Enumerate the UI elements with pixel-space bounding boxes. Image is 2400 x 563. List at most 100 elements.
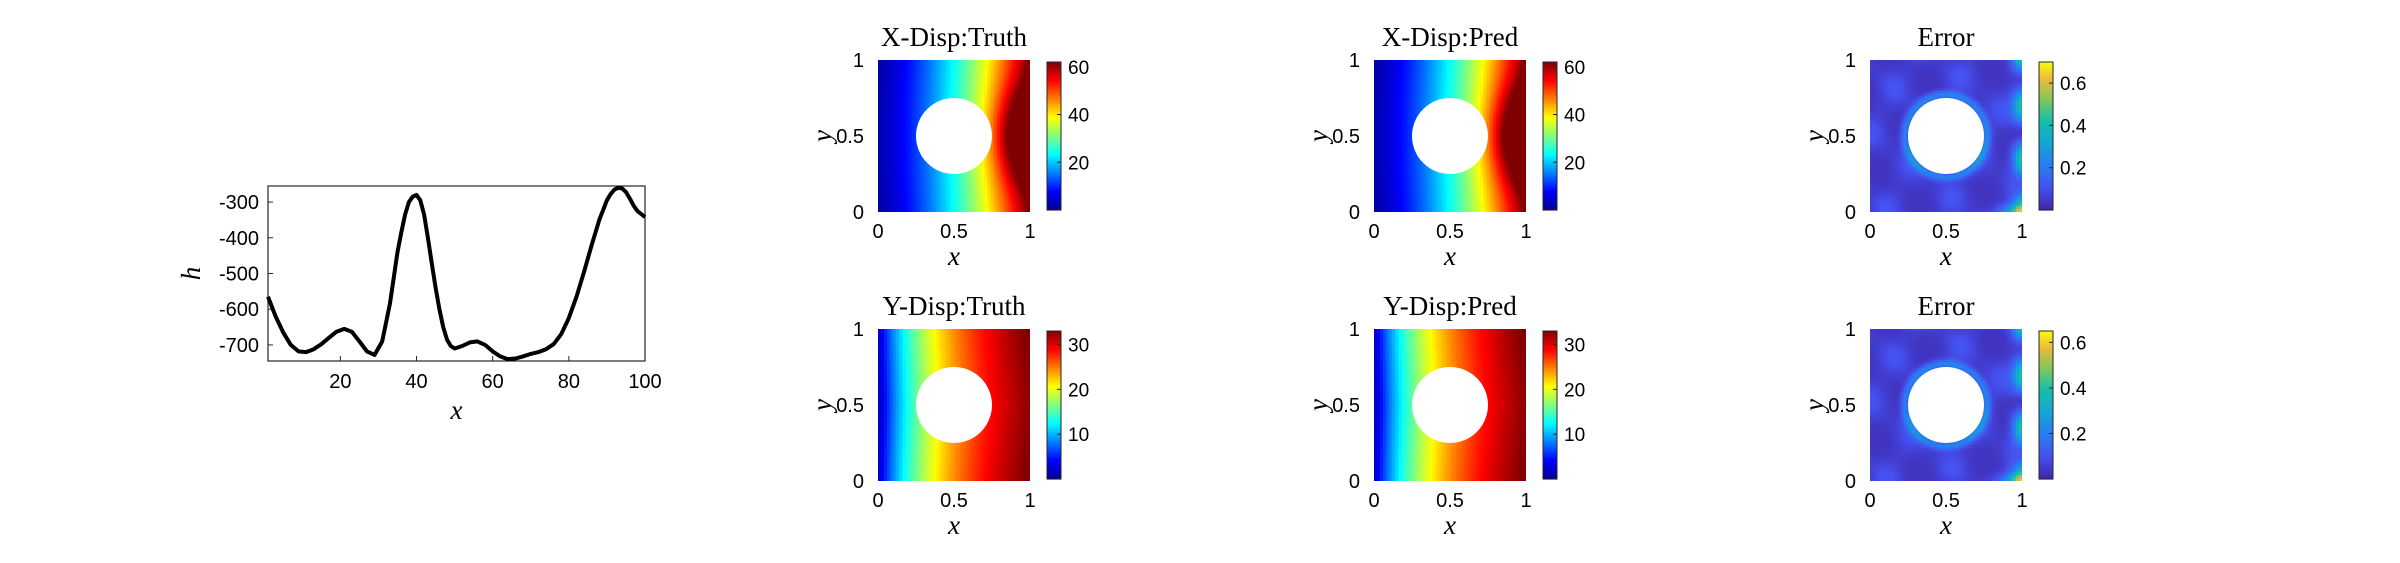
x-disp-error-hole [1908, 98, 1984, 174]
y-disp-truth-colorbar-frame [1046, 330, 1062, 480]
y-disp-pred-ytick-label: 0 [1349, 471, 1360, 493]
h-profile-ylabel: h [176, 267, 206, 281]
y-disp-error-xlabel: x [1939, 510, 1952, 540]
y-disp-pred-xtick-label: 1 [1520, 490, 1531, 512]
y-disp-pred-xlabel: x [1443, 510, 1456, 540]
x-disp-pred-colorbar-tick-label: 40 [1564, 106, 1585, 127]
x-disp-error-xtick-label: 0.5 [1932, 221, 1960, 243]
h-profile-ytick-label: -300 [219, 192, 259, 214]
y-disp-error-field [1870, 329, 2022, 481]
h-profile-axes-box [267, 185, 646, 362]
y-disp-truth-colorbar-tick-label: 30 [1068, 335, 1089, 356]
y-disp-error-ytick-label: 0.5 [1828, 395, 1856, 417]
h-profile-xtick-label: 20 [329, 371, 351, 393]
y-disp-pred-xtick-label: 0 [1368, 490, 1379, 512]
h-profile-ytick-label: -500 [219, 264, 259, 286]
x-disp-pred-colorbar-frame [1542, 61, 1558, 211]
y-disp-truth-title: Y-Disp:Truth [882, 291, 1026, 321]
x-disp-truth-colorbar-tick-label: 60 [1068, 58, 1089, 79]
x-disp-pred-ytick-label: 0.5 [1332, 126, 1360, 148]
y-disp-truth-xtick-label: 0 [872, 490, 883, 512]
x-disp-error-ytick-label: 1 [1845, 50, 1856, 72]
x-disp-truth-colorbar-frame [1046, 61, 1062, 211]
y-disp-pred-ylabel: y [1303, 399, 1333, 414]
y-disp-error-ytick-label: 1 [1845, 319, 1856, 341]
y-disp-error-panel: 0 0.5 1 0 0.5 1 Error x y 0.2 0.4 0.6 [1799, 291, 2087, 540]
x-disp-error-ytick-label: 0.5 [1828, 126, 1856, 148]
x-disp-pred-colorbar-tick-label: 20 [1564, 153, 1585, 174]
y-disp-pred-colorbar-tick-label: 10 [1564, 425, 1585, 446]
x-disp-pred-ytick-label: 0 [1349, 202, 1360, 224]
y-disp-error-title: Error [1918, 291, 1975, 321]
y-disp-truth-ytick-label: 0 [853, 471, 864, 493]
y-disp-error-ylabel: y [1799, 399, 1829, 414]
y-disp-error-xtick-label: 0.5 [1932, 490, 1960, 512]
x-disp-pred-ytick-label: 1 [1349, 50, 1360, 72]
y-disp-error-colorbar-tick-label: 0.2 [2060, 424, 2086, 445]
x-disp-error-panel: 0 0.5 1 0 0.5 1 Error x y 0.2 0.4 0.6 [1799, 22, 2087, 271]
x-disp-pred-panel: 0 0.5 1 0 0.5 1 X-Disp:Pred x y 20 40 60 [1303, 22, 1585, 271]
y-disp-pred-field [1374, 329, 1526, 481]
y-disp-truth-xlabel: x [947, 510, 960, 540]
y-disp-pred-title: Y-Disp:Pred [1383, 291, 1517, 321]
h-profile-xtick-label: 60 [482, 371, 504, 393]
x-disp-error-colorbar-tick-label: 0.6 [2060, 74, 2086, 95]
h-profile-xtick-label: 80 [558, 371, 580, 393]
x-disp-truth-ylabel: y [807, 130, 837, 145]
y-disp-truth-colorbar-tick-label: 20 [1068, 380, 1089, 401]
x-disp-error-title: Error [1918, 22, 1975, 52]
x-disp-truth-xlabel: x [947, 241, 960, 271]
x-disp-pred-title: X-Disp:Pred [1382, 22, 1519, 52]
h-profile-ytick-label: -600 [219, 299, 259, 321]
x-disp-truth-xtick-label: 0 [872, 221, 883, 243]
h-profile-xlabel: x [450, 395, 463, 425]
x-disp-pred-colorbar-tick-label: 60 [1564, 58, 1585, 79]
y-disp-error-ytick-label: 0 [1845, 471, 1856, 493]
x-disp-pred-xtick-label: 1 [1520, 221, 1531, 243]
x-disp-truth-xtick-label: 0.5 [940, 221, 968, 243]
x-disp-pred-xtick-label: 0 [1368, 221, 1379, 243]
x-disp-truth-title: X-Disp:Truth [881, 22, 1028, 52]
y-disp-pred-ytick-label: 1 [1349, 319, 1360, 341]
y-disp-pred-colorbar-frame [1542, 330, 1558, 480]
y-disp-pred-xtick-label: 0.5 [1436, 490, 1464, 512]
y-disp-pred-colorbar: 10 20 30 [1542, 330, 1585, 480]
x-disp-error-xtick-label: 0 [1864, 221, 1875, 243]
y-disp-error-xtick-label: 0 [1864, 490, 1875, 512]
x-disp-error-xtick-label: 1 [2016, 221, 2027, 243]
x-disp-error-xlabel: x [1939, 241, 1952, 271]
h-profile-xtick-label: 40 [405, 371, 427, 393]
y-disp-truth-xtick-label: 1 [1024, 490, 1035, 512]
y-disp-truth-hole [916, 367, 992, 443]
x-disp-error-ylabel: y [1799, 130, 1829, 145]
y-disp-error-colorbar-frame [2038, 330, 2054, 480]
x-disp-pred-colorbar: 20 40 60 [1542, 58, 1585, 211]
h-profile-xtick-label: 100 [628, 371, 661, 393]
h-profile-chart: 20 40 60 80 100 -700 -600 -500 -400 -300 x h [176, 185, 662, 425]
y-disp-truth-colorbar-tick-label: 10 [1068, 425, 1089, 446]
x-disp-truth-hole [916, 98, 992, 174]
y-disp-error-colorbar: 0.2 0.4 0.6 [2038, 330, 2087, 480]
x-disp-truth-ytick-label: 0 [853, 202, 864, 224]
x-disp-pred-xlabel: x [1443, 241, 1456, 271]
y-disp-truth-panel: 0 0.5 10 0.5 1 Y-Disp:Truth x y 10 20 30 [807, 291, 1089, 540]
x-disp-truth-xtick-label: 1 [1024, 221, 1035, 243]
x-disp-error-colorbar-tick-label: 0.4 [2060, 116, 2087, 137]
x-disp-truth-panel: 0 0.5 1 0 0.5 1 X-Disp:Truth x y 20 40 60 [807, 22, 1089, 271]
y-disp-truth-ylabel: y [807, 399, 837, 414]
x-disp-truth-ytick-label: 1 [853, 50, 864, 72]
x-disp-error-colorbar-frame [2038, 61, 2054, 211]
x-disp-pred-xtick-label: 0.5 [1436, 221, 1464, 243]
y-disp-pred-colorbar-tick-label: 30 [1564, 335, 1585, 356]
y-disp-truth-colorbar: 10 20 30 [1046, 330, 1089, 480]
y-disp-pred-ytick-label: 0.5 [1332, 395, 1360, 417]
x-disp-pred-hole [1412, 98, 1488, 174]
y-disp-error-hole [1908, 367, 1984, 443]
x-disp-truth-colorbar-tick-label: 20 [1068, 153, 1089, 174]
y-disp-truth-ytick-label: 0.5 [836, 395, 864, 417]
y-disp-truth-xtick-label: 0.5 [940, 490, 968, 512]
x-disp-error-ytick-label: 0 [1845, 202, 1856, 224]
y-disp-error-xtick-label: 1 [2016, 490, 2027, 512]
